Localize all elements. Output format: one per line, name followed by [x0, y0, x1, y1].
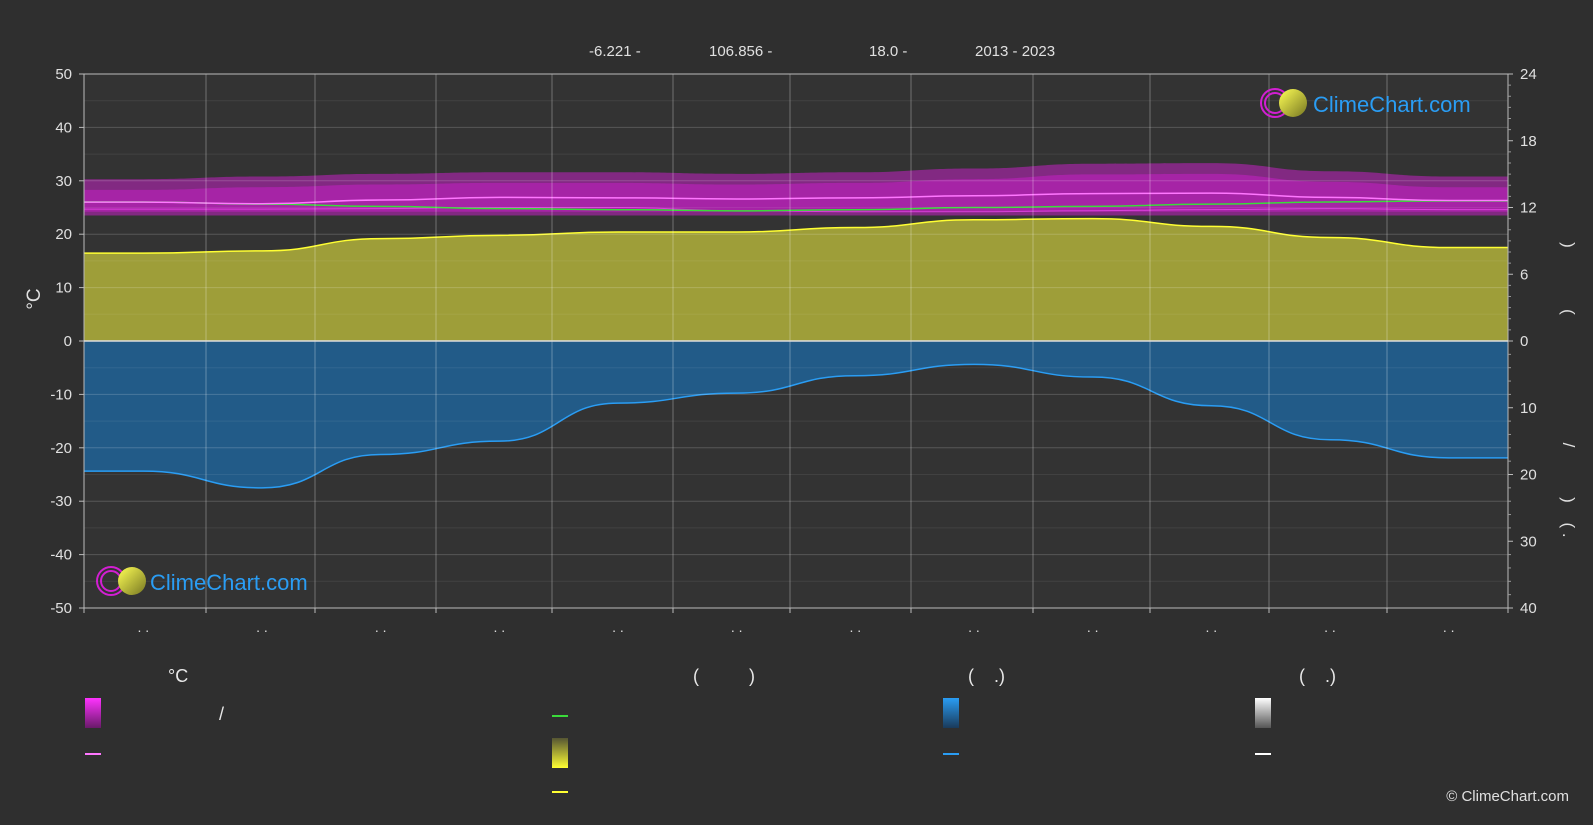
- y-right-rain-tick-label: 20: [1520, 467, 1537, 484]
- y-right-axis-label-fragment: ): [1559, 242, 1578, 248]
- y-left-tick-label: -20: [50, 440, 72, 457]
- y-left-tick-label: 40: [55, 119, 72, 136]
- x-month-tick-label: . .: [1087, 619, 1099, 635]
- y-left-tick-label: 0: [64, 333, 72, 350]
- sunshine-line: [84, 217, 1508, 254]
- y-left-tick-label: -30: [50, 493, 72, 510]
- y-right-rain-tick-label: 30: [1520, 533, 1537, 550]
- x-month-tick-label: . .: [1324, 619, 1336, 635]
- y-right-sun-tick-label: 24: [1520, 66, 1537, 83]
- x-month-tick-label: . .: [1443, 619, 1455, 635]
- legend-slash: /: [219, 704, 225, 724]
- x-month-tick-label: . .: [256, 619, 268, 635]
- y-left-tick-label: 10: [55, 280, 72, 297]
- brand-name-bottom: ClimeChart.com: [150, 570, 308, 595]
- legend-swatch-snow: [1255, 698, 1271, 728]
- y-right-sun-tick-label: 18: [1520, 133, 1537, 150]
- temperature-band-upper: [84, 163, 1508, 216]
- logo-sun-icon: [118, 567, 146, 595]
- y-right-axis-label-fragment: ): [1559, 497, 1578, 503]
- y-right-axis-label-fragment: ( .: [1559, 522, 1578, 537]
- y-left-tick-label: -40: [50, 547, 72, 564]
- sunshine-area: [84, 218, 1508, 341]
- logo-sun-icon: [1279, 89, 1307, 117]
- legend-swatch-sunshine: [552, 738, 568, 768]
- header-elevation: 18.0 -: [869, 43, 908, 60]
- precipitation-line: [84, 363, 1509, 489]
- header-latitude: -6.221 -: [589, 43, 641, 60]
- header-years: 2013 - 2023: [975, 43, 1056, 60]
- temperature-band-core: [84, 173, 1508, 212]
- legend-swatch-rain: [943, 698, 959, 728]
- daily-min-line: [84, 206, 1508, 213]
- y-left-axis-label: °C: [24, 288, 45, 309]
- y-right-rain-tick-label: 10: [1520, 400, 1537, 417]
- x-month-tick-label: . .: [849, 619, 861, 635]
- y-left-tick-label: 30: [55, 173, 72, 190]
- legend-header-temperature: °C: [168, 666, 189, 686]
- header-longitude: 106.856 -: [709, 43, 773, 60]
- y-right-axis-label-fragment: /: [1559, 443, 1578, 448]
- daylight-line: [84, 200, 1508, 212]
- y-right-axis-label-fragment: (: [1559, 309, 1578, 315]
- copyright-text: © ClimeChart.com: [1446, 788, 1569, 805]
- y-right-sun-tick-label: 0: [1520, 333, 1528, 350]
- brand-logo-bottom: ClimeChart.com: [96, 566, 308, 596]
- x-month-tick-label: . .: [1205, 619, 1217, 635]
- precipitation-area: [84, 341, 1508, 488]
- legend-header-snow: ( .): [1299, 666, 1336, 686]
- y-left-tick-label: 20: [55, 226, 72, 243]
- x-month-tick-label: . .: [375, 619, 387, 635]
- x-month-tick-label: . .: [968, 619, 980, 635]
- brand-logo-top: ClimeChart.com: [1260, 88, 1471, 118]
- y-right-rain-tick-label: 40: [1520, 600, 1537, 617]
- x-month-tick-label: . .: [493, 619, 505, 635]
- legend-header-sunshine: ( ): [693, 666, 755, 686]
- y-right-sun-tick-label: 6: [1520, 266, 1528, 283]
- brand-name-top: ClimeChart.com: [1313, 92, 1471, 117]
- x-month-tick-label: . .: [612, 619, 624, 635]
- y-left-tick-label: -10: [50, 386, 72, 403]
- y-left-tick-label: 50: [55, 66, 72, 83]
- x-month-tick-label: . .: [731, 619, 743, 635]
- y-left-tick-label: -50: [50, 600, 72, 617]
- x-month-tick-label: . .: [137, 619, 149, 635]
- legend-swatch-temp-range: [85, 698, 101, 728]
- y-right-sun-tick-label: 12: [1520, 200, 1537, 217]
- legend-header-rain: ( .): [968, 666, 1005, 686]
- mean-temp-line: [84, 192, 1508, 205]
